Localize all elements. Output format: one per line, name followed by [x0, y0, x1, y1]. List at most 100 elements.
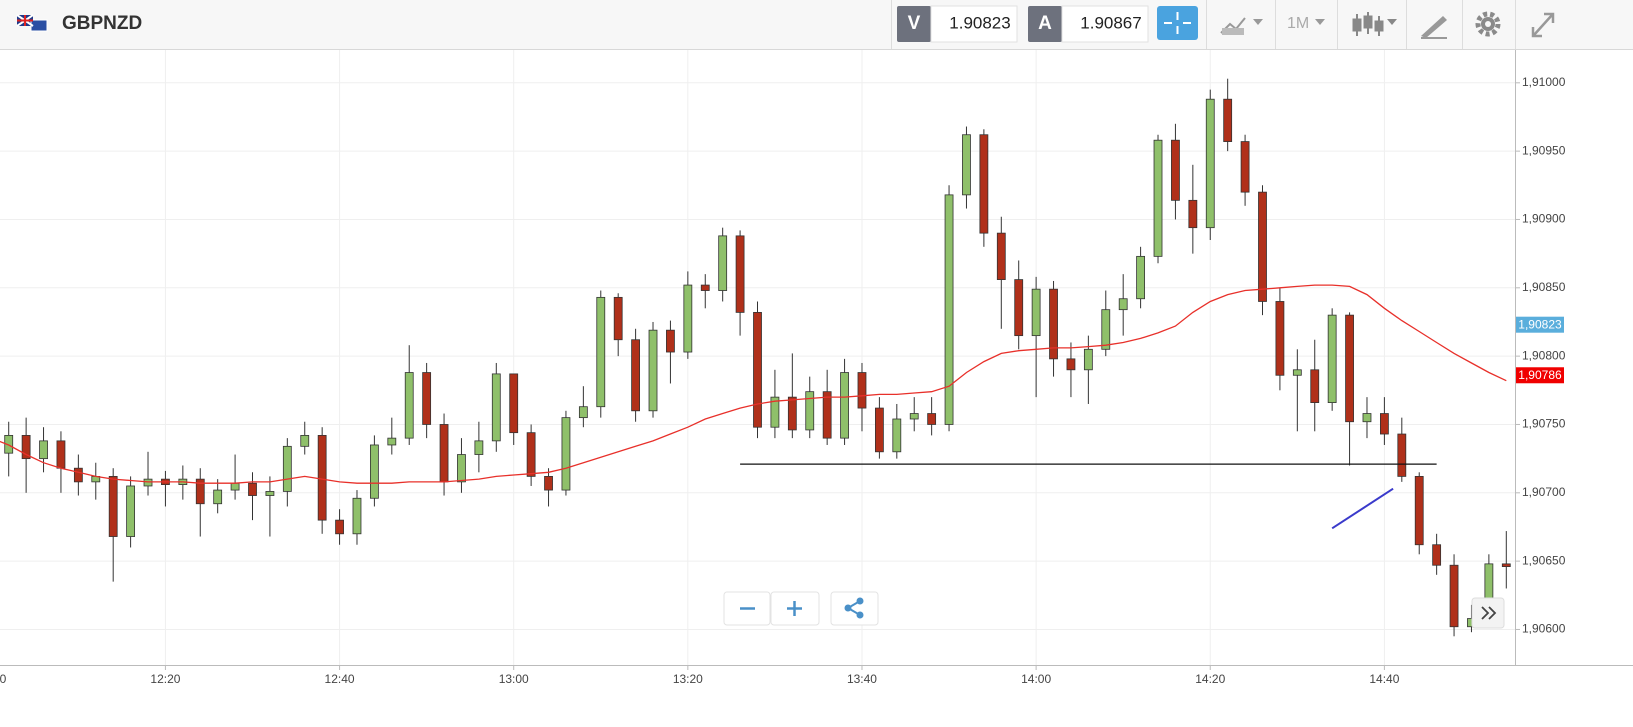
candle-body — [1118, 298, 1128, 311]
candle-body — [1362, 413, 1372, 423]
zoom-out-button[interactable] — [723, 591, 771, 626]
candle-body — [352, 497, 362, 535]
candle-body — [265, 491, 275, 496]
candle-body — [1449, 564, 1459, 628]
candle-body — [422, 372, 432, 425]
candle-body — [962, 134, 971, 196]
candle-body — [1345, 314, 1354, 423]
candle-body — [282, 445, 292, 492]
y-tick-label: 1,90700 — [1522, 485, 1566, 499]
candle-body — [683, 284, 693, 353]
candle-body — [404, 372, 414, 439]
candle-body — [248, 482, 257, 496]
candle-body — [840, 372, 849, 439]
bid-box[interactable] — [930, 5, 1018, 43]
candle-body — [509, 373, 519, 434]
candle-body — [21, 434, 31, 460]
candle-body — [1188, 199, 1198, 229]
candle-body — [996, 232, 1006, 280]
ask-box[interactable] — [1061, 5, 1149, 43]
price-badge — [1516, 316, 1564, 333]
candle-body — [4, 434, 14, 454]
candle-body — [1031, 288, 1041, 337]
candle-body — [1083, 348, 1093, 371]
y-tick-label: 1,90950 — [1522, 143, 1566, 157]
candle-body — [1049, 288, 1058, 360]
candle-body — [927, 413, 937, 425]
candle-body — [979, 134, 989, 234]
y-tick-label: 1,90900 — [1522, 212, 1566, 226]
candle-body — [439, 424, 449, 483]
candle-body — [56, 440, 66, 469]
y-tick-label: 1,90600 — [1522, 622, 1566, 636]
candle-body — [1136, 255, 1146, 300]
candle-body — [596, 296, 606, 408]
candle-body — [648, 329, 658, 412]
x-tick-label: 13:00 — [499, 672, 529, 686]
chart-type-button[interactable] — [1352, 12, 1397, 36]
candle-body — [369, 444, 379, 499]
candle-body — [1066, 358, 1076, 371]
timeframe-caret — [1315, 19, 1325, 25]
ask-price: 1.90867 — [1080, 13, 1141, 32]
price-badge — [1516, 367, 1564, 384]
candle-body — [631, 339, 641, 412]
x-tick-label: 14:40 — [1369, 672, 1399, 686]
candle-body — [300, 434, 310, 447]
x-tick-label: 14:00 — [1021, 672, 1051, 686]
toolbar — [0, 0, 1633, 49]
candle-body — [1414, 475, 1424, 546]
candle-body — [892, 418, 902, 453]
share-button[interactable] — [830, 591, 879, 626]
candle-body — [1310, 369, 1320, 403]
price-badge-label: 1,90786 — [1518, 368, 1562, 382]
bid-badge — [897, 6, 931, 42]
candle-body — [1275, 301, 1285, 376]
candle-body — [1258, 191, 1267, 302]
candle-body — [39, 440, 48, 460]
x-tick-label: 13:40 — [847, 672, 877, 686]
price-badge-label: 1,90823 — [1518, 317, 1562, 331]
zoom-in-button[interactable] — [770, 591, 820, 626]
x-tick-label: 14:20 — [1195, 672, 1225, 686]
candle-body — [1397, 433, 1407, 477]
timeframe[interactable]: 1M — [1287, 15, 1309, 32]
indicator-button[interactable] — [1220, 17, 1263, 35]
candle-body — [1501, 563, 1511, 567]
candle-body — [770, 396, 780, 428]
candle-body — [666, 329, 675, 353]
fullscreen-button[interactable] — [1531, 12, 1555, 38]
candle-body — [787, 396, 797, 431]
settings-button[interactable] — [1475, 11, 1501, 37]
candle-body — [753, 311, 762, 428]
candle-body — [1240, 141, 1250, 193]
y-tick-label: 1,90650 — [1522, 553, 1566, 567]
candle-body — [613, 296, 623, 341]
bid-price: 1.90823 — [949, 13, 1010, 32]
moving-average — [0, 284, 1507, 484]
y-tick-label: 1,90800 — [1522, 348, 1566, 362]
candle-body — [700, 284, 710, 291]
draw-button[interactable] — [1421, 16, 1447, 39]
symbol: GBPNZD — [62, 13, 142, 34]
x-tick-label: 12:00 — [0, 672, 7, 686]
candle-body — [561, 417, 571, 491]
crosshair-button[interactable] — [1157, 6, 1198, 40]
y-tick-label: 1,90850 — [1522, 280, 1566, 294]
candle-body — [387, 437, 397, 446]
candle-body — [491, 373, 501, 442]
candle-body — [230, 482, 240, 491]
candle-body — [1171, 139, 1180, 201]
y-tick-label: 1,90750 — [1522, 417, 1566, 431]
candle-body — [1379, 413, 1389, 435]
candle-body — [1327, 314, 1337, 403]
scroll-right-button[interactable] — [1471, 597, 1505, 629]
candle-body — [108, 475, 118, 537]
candle-body — [822, 391, 832, 439]
candle-body — [126, 485, 136, 537]
candle-body — [1292, 369, 1302, 376]
candle-body — [474, 440, 484, 455]
trend-line — [1331, 487, 1394, 530]
candle-body — [1153, 139, 1163, 257]
